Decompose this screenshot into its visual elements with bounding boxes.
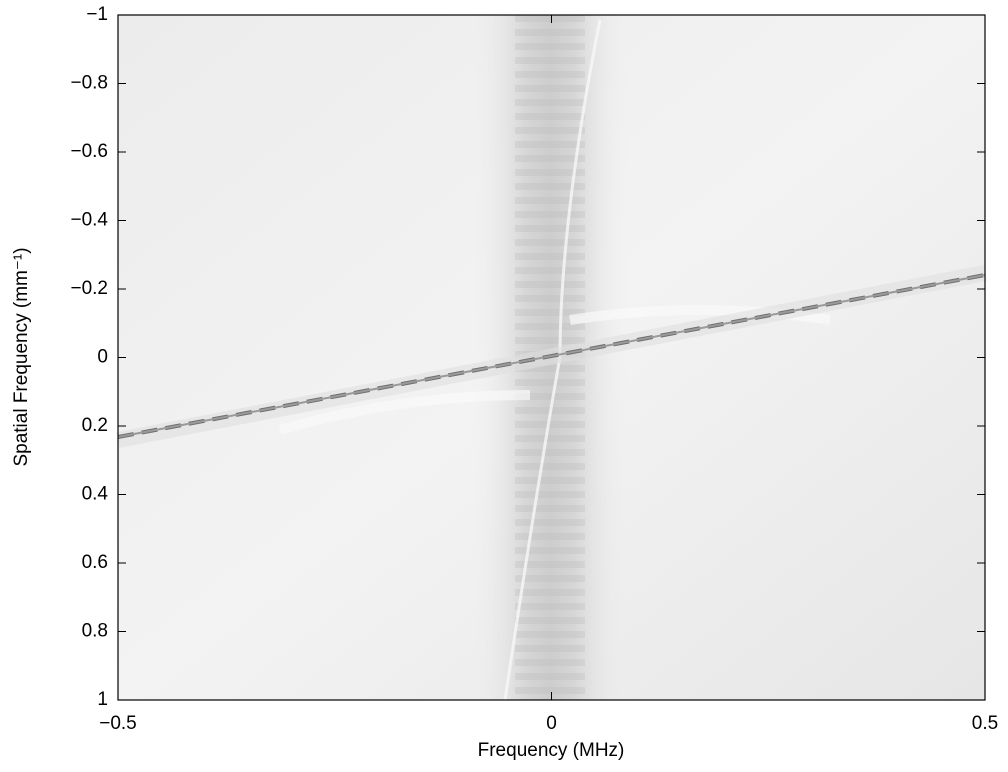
y-tick-label: −0.4 (70, 210, 108, 231)
y-tick-label: −0.6 (70, 141, 108, 162)
y-tick-label: 0.8 (82, 621, 108, 642)
y-tick-label: 0.6 (82, 552, 108, 573)
y-tick-label: −1 (86, 4, 108, 25)
x-tick-label: −0.5 (99, 713, 137, 734)
x-tick-label: 0.5 (972, 713, 998, 734)
y-tick-label: 1 (97, 689, 108, 710)
x-tick-label: 0 (546, 713, 557, 734)
heatmap-image (116, 15, 987, 701)
y-tick-label: −0.2 (70, 278, 108, 299)
y-tick-label: 0.4 (82, 484, 109, 505)
y-tick-label: −0.8 (70, 73, 108, 94)
y-tick-label: 0 (97, 347, 108, 368)
y-tick-label: 0.2 (82, 415, 108, 436)
y-axis-label: Spatial Frequency (mm⁻¹) (11, 247, 32, 466)
x-axis-label: Frequency (MHz) (478, 740, 625, 761)
